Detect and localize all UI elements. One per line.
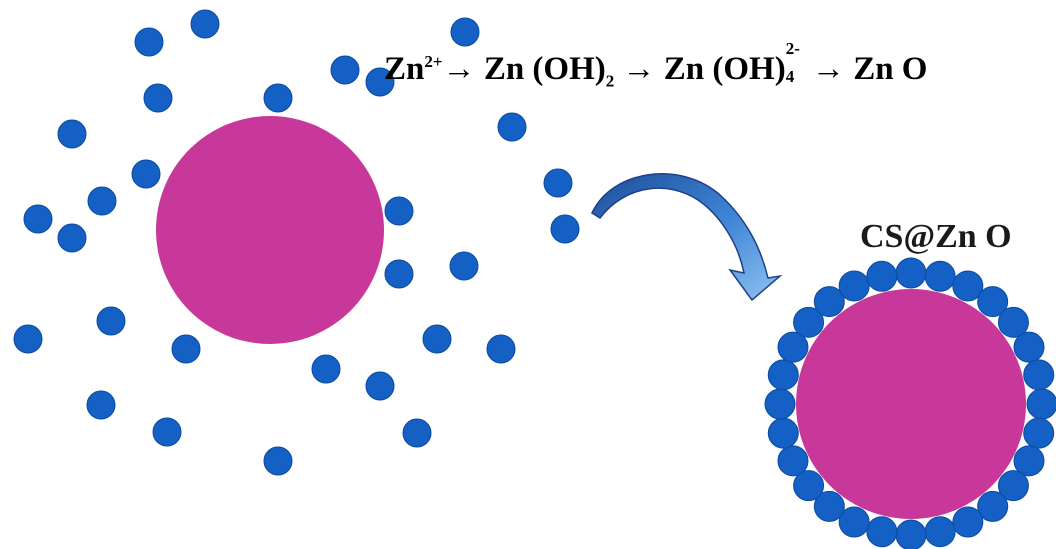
- zno-shell-particle: [895, 257, 927, 289]
- zn-particle: [263, 446, 293, 476]
- zn-particle: [190, 9, 220, 39]
- zno-shell-particle: [813, 490, 845, 522]
- zn-particle: [422, 324, 452, 354]
- zno-shell-particle: [895, 519, 927, 549]
- zno-shell-particle: [997, 470, 1029, 502]
- zn-particle: [57, 119, 87, 149]
- zno-shell-particle: [777, 445, 809, 477]
- zno-shell-particle: [767, 417, 799, 449]
- curved-arrow: [591, 173, 783, 302]
- zno-shell-particle: [838, 506, 870, 538]
- zno-shell-particle: [1026, 388, 1056, 420]
- zno-shell-particle: [793, 470, 825, 502]
- zn-particle: [486, 334, 516, 364]
- free-zn-particles: [13, 9, 580, 476]
- chitosan-core-right: [796, 289, 1026, 519]
- eq-oxide: Zn O: [853, 51, 928, 87]
- zn-particle: [171, 334, 201, 364]
- eq-complex: Zn (OH): [663, 51, 786, 87]
- zno-shell-particle: [952, 506, 984, 538]
- eq-zn: Zn: [384, 51, 425, 87]
- zno-shell-particle: [866, 516, 898, 548]
- zno-shell-particle: [793, 306, 825, 338]
- product-label: CS@Zn O: [860, 218, 1012, 255]
- zn-particle: [311, 354, 341, 384]
- eq-charge: 2+: [424, 52, 443, 71]
- eq-arrow-1: →: [442, 51, 476, 87]
- zn-particle: [87, 186, 117, 216]
- eq-complex-charge: 2-: [785, 39, 800, 58]
- zno-shell-particle: [1023, 359, 1055, 391]
- zn-particle: [152, 417, 182, 447]
- zn-particle: [57, 223, 87, 253]
- zno-shell-particle: [866, 260, 898, 292]
- zn-particle: [96, 306, 126, 336]
- zno-shell-particle: [977, 286, 1009, 318]
- zn-particle: [384, 259, 414, 289]
- eq-arrow-3: →: [811, 51, 845, 87]
- zn-particle: [365, 371, 395, 401]
- zn-particle: [23, 204, 53, 234]
- zno-shell-particle: [977, 490, 1009, 522]
- zn-particle: [543, 168, 573, 198]
- zn-particle: [450, 17, 480, 47]
- zno-shell-particle: [924, 516, 956, 548]
- zn-particle: [497, 112, 527, 142]
- chitosan-core-left: [156, 116, 384, 344]
- eq-complex-scripts: 2- 4: [786, 40, 804, 85]
- zn-particle: [13, 324, 43, 354]
- zn-particle: [449, 251, 479, 281]
- zno-shell-particle: [1023, 417, 1055, 449]
- zn-particle: [143, 83, 173, 113]
- eq-hydroxide: Zn (OH): [483, 51, 606, 87]
- zno-shell: [764, 257, 1056, 549]
- eq-complex-sub: 4: [785, 67, 795, 86]
- zno-shell-particle: [997, 306, 1029, 338]
- zn-particle: [365, 67, 395, 97]
- zn-particle: [86, 390, 116, 420]
- zno-shell-particle: [952, 270, 984, 302]
- zno-shell-particle: [767, 359, 799, 391]
- eq-arrow-2: →: [622, 51, 656, 87]
- zno-shell-particle: [838, 270, 870, 302]
- zno-shell-particle: [777, 331, 809, 363]
- zno-shell-particle: [813, 286, 845, 318]
- zno-shell-particle: [1013, 445, 1045, 477]
- reaction-equation: Zn2+→ Zn (OH)2 → Zn (OH) 2- 4 → Zn O: [384, 40, 928, 91]
- zn-particle: [134, 27, 164, 57]
- zn-particle: [263, 83, 293, 113]
- zno-shell-particle: [1013, 331, 1045, 363]
- zn-particle: [402, 418, 432, 448]
- zn-particle: [550, 214, 580, 244]
- zn-particle: [384, 196, 414, 226]
- zn-particle: [131, 159, 161, 189]
- eq-sub2: 2: [605, 71, 615, 91]
- zn-particle: [330, 55, 360, 85]
- zno-shell-particle: [764, 388, 796, 420]
- zno-shell-particle: [924, 260, 956, 292]
